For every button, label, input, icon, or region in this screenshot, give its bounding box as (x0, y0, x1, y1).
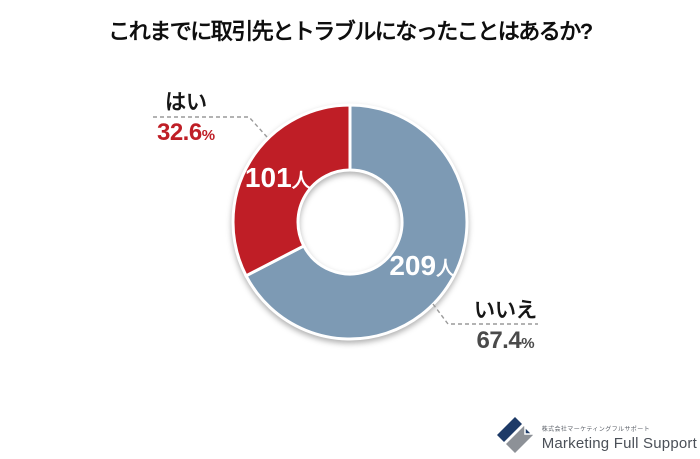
donut-slices (231, 103, 469, 341)
footer-logo: 株式会社マーケティングフルサポート Marketing Full Support (495, 415, 697, 455)
callout-yes: はい 32.6% (146, 91, 226, 147)
chart-title: これまでに取引先とトラブルになったことはあるか? (108, 19, 593, 44)
callout-no: いいえ 67.4% (458, 299, 553, 355)
logo-text: 株式会社マーケティングフルサポート Marketing Full Support (542, 424, 697, 455)
leader-line-yes (153, 116, 268, 138)
slice-no (244, 103, 469, 341)
callout-no-label: いいえ (474, 299, 537, 322)
logo-mark-icon (496, 417, 534, 453)
callout-no-percent: 67.4% (476, 327, 535, 355)
logo-company-jp: 株式会社マーケティングフルサポート (541, 427, 651, 433)
logo-company-en: Marketing Full Support (541, 435, 697, 452)
callout-yes-percent: 32.6% (156, 119, 216, 147)
donut-chart: 101人 209人 (153, 103, 538, 341)
slice-count-yes: 101人 (245, 162, 312, 193)
callout-yes-label: はい (165, 91, 207, 114)
leader-line-no (432, 303, 538, 325)
slice-yes (231, 103, 352, 278)
slice-count-no: 209人 (389, 250, 456, 281)
